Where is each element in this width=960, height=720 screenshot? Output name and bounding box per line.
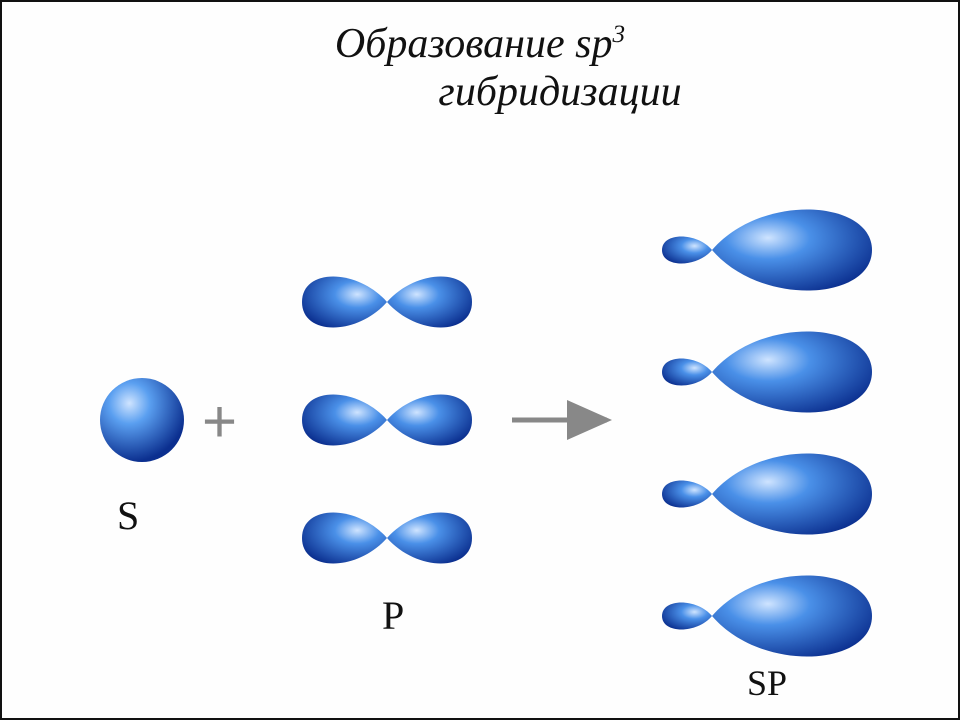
sp-orbital-row-4 [662,575,872,656]
p-orbital-row-3 [302,513,472,564]
p-orbital-row-1 [302,277,472,328]
s-orbital-icon [100,378,184,462]
sp-orbital-row-2 [662,331,872,412]
sp-orbital-row-3 [662,453,872,534]
orbital-svg [2,2,960,720]
diagram-canvas: Образование sp3 гибридизации + S P SP [0,0,960,720]
p-orbital-row-2 [302,395,472,446]
sp-orbital-row-1 [662,209,872,290]
